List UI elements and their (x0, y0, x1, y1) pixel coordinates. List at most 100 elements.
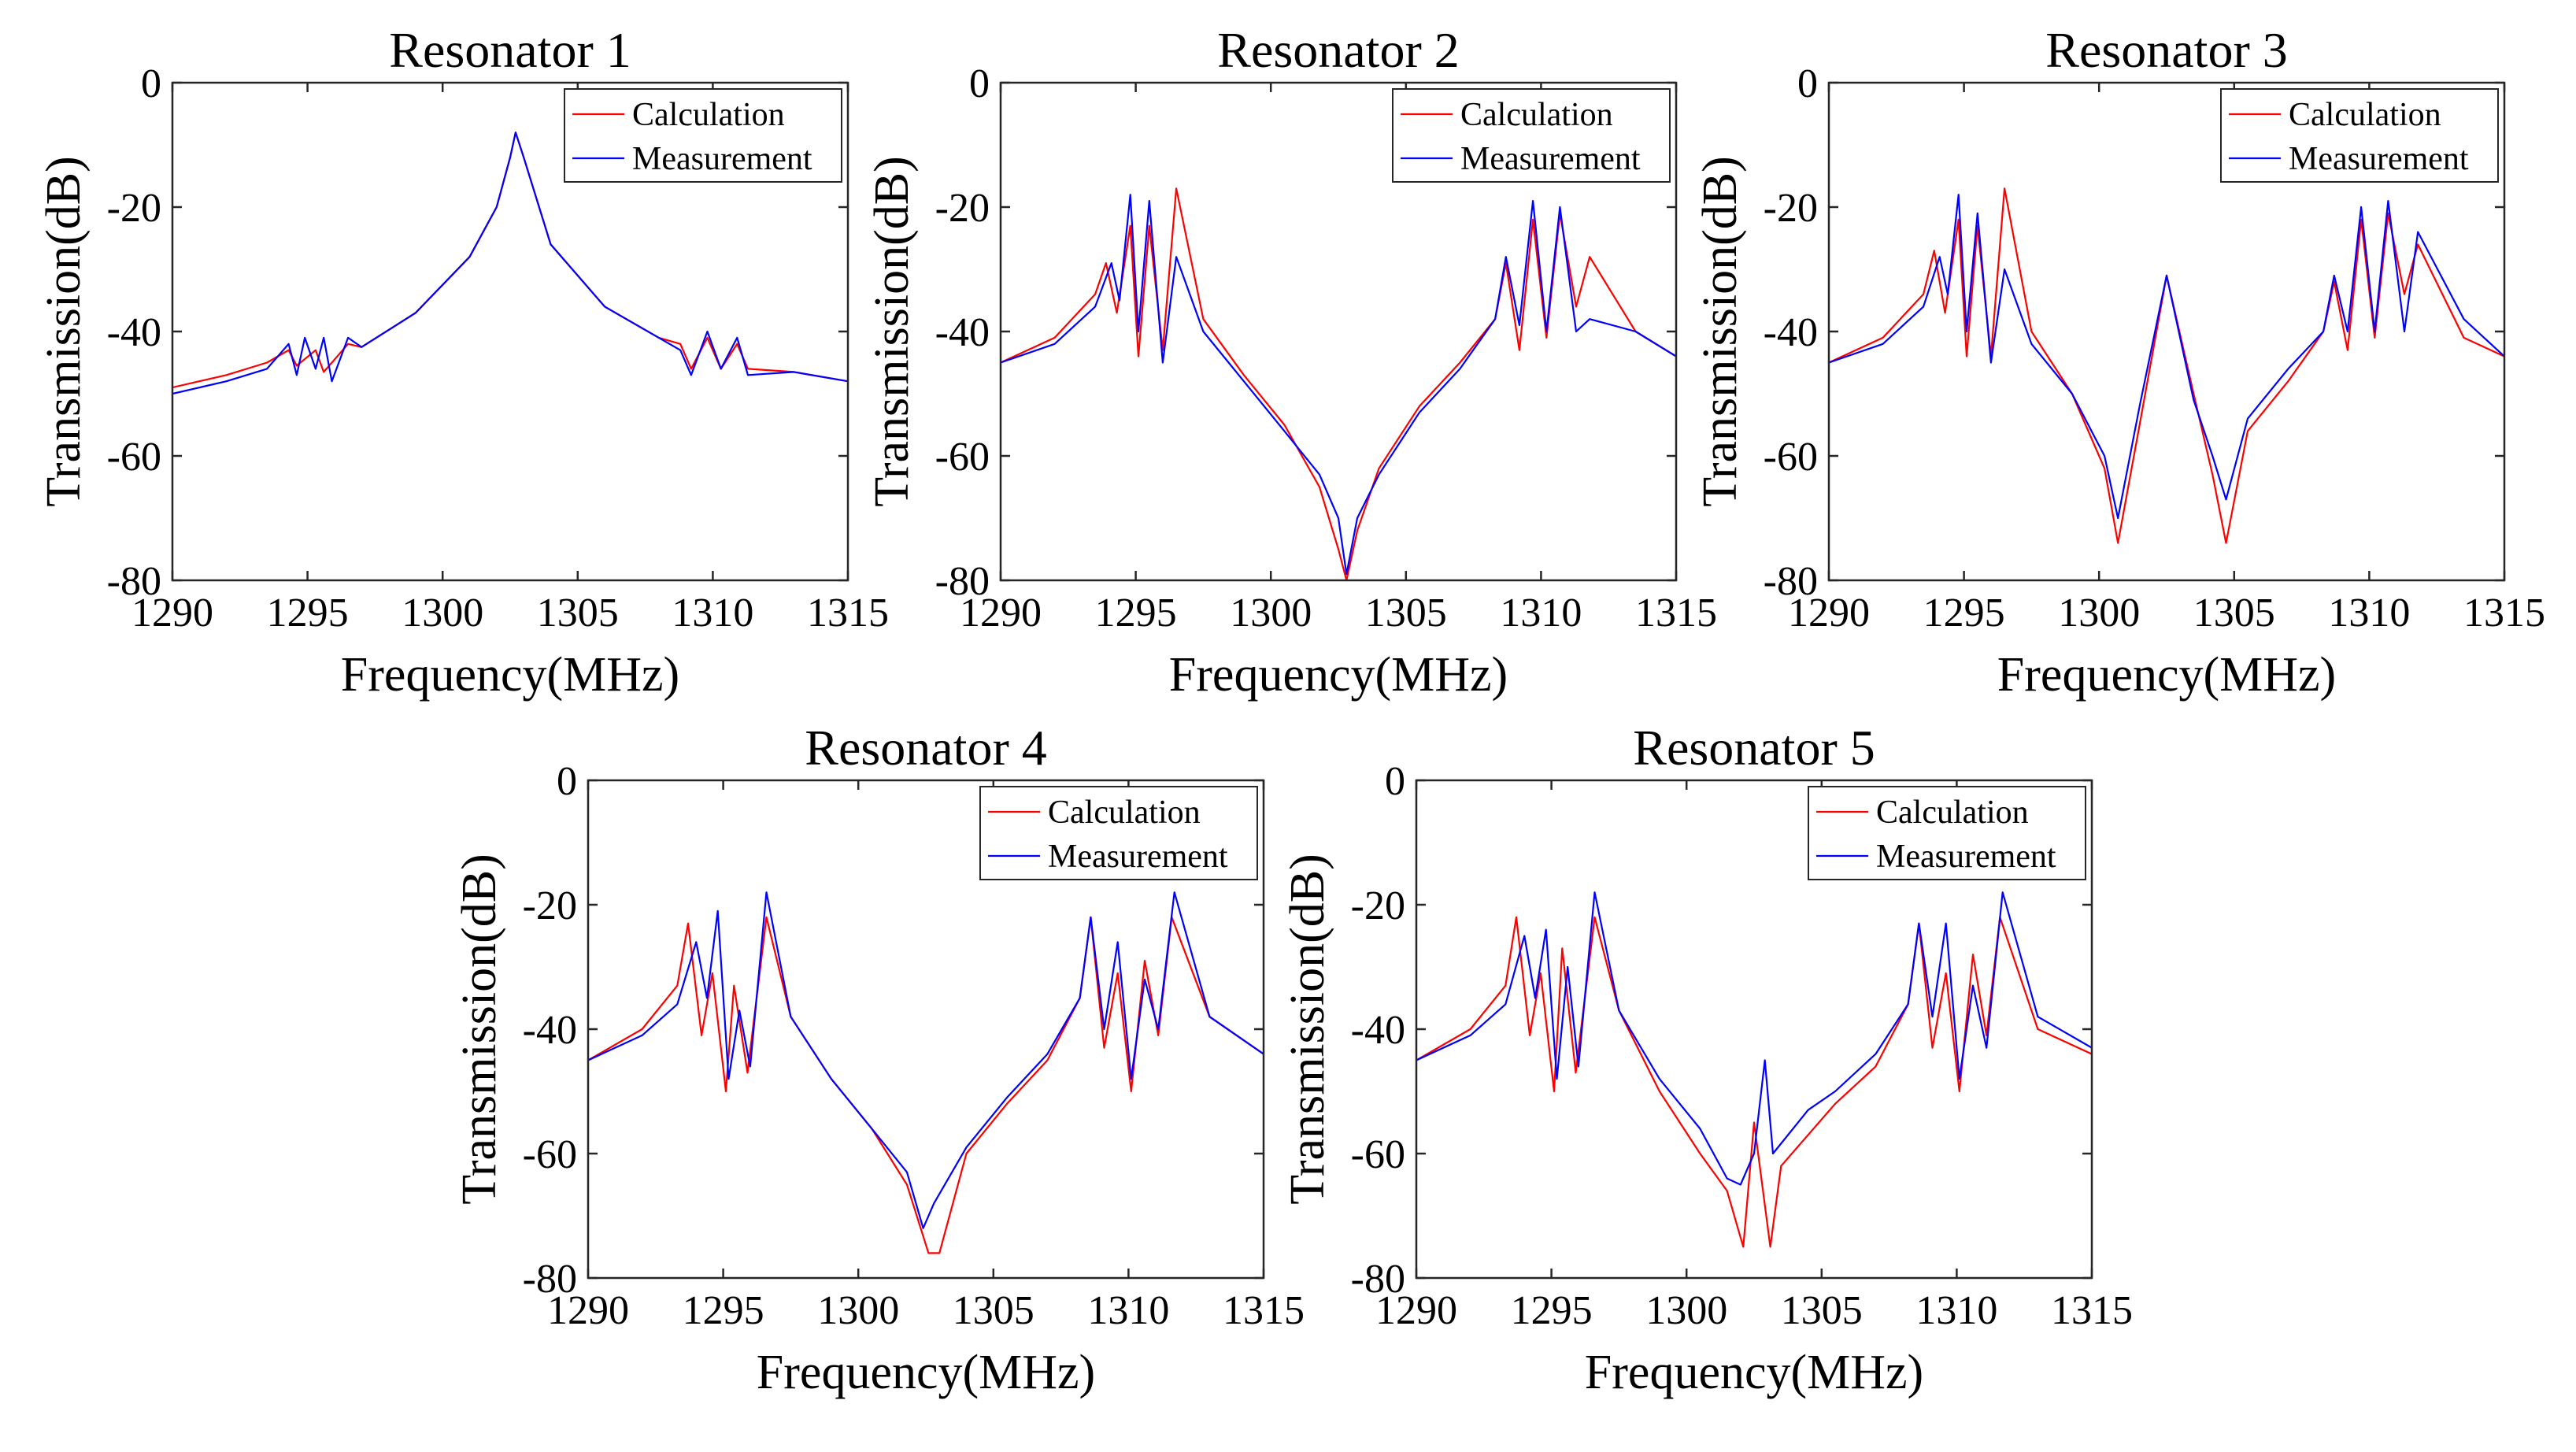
x-tick-label: 1300 (2058, 591, 2140, 635)
y-axis-label: Transmission(dB) (865, 156, 919, 507)
series-measurement-line (172, 131, 848, 395)
legend-label-measurement: Measurement (1048, 839, 1228, 875)
y-tick-label: -40 (935, 310, 990, 355)
legend: Calculation Measurement (2220, 88, 2499, 183)
x-axis-label: Frequency(MHz) (1585, 1346, 1923, 1399)
chart-panel-1: 1290 1295 1300 1305 1310 1315 0 -20 -40 -60 -80 Res… (37, 22, 889, 702)
legend: Calculation Measurement (1392, 88, 1671, 183)
y-tick-label: -60 (935, 435, 990, 480)
x-tick-label: 1315 (1223, 1288, 1305, 1333)
legend-label-measurement: Measurement (1876, 839, 2056, 875)
legend-label-calculation: Calculation (1460, 97, 1613, 133)
y-tick-label: 0 (1385, 759, 1405, 804)
x-tick-label: 1295 (267, 591, 349, 635)
x-tick-label: 1305 (1365, 591, 1447, 635)
x-axis-label: Frequency(MHz) (1169, 648, 1508, 702)
chart-panel-4: 1290 1295 1300 1305 1310 1315 0 -20 -40 -60 -80 Res… (453, 720, 1305, 1399)
x-tick-label: 1290 (547, 1288, 629, 1333)
y-tick-label: -40 (523, 1008, 577, 1053)
legend-label-calculation: Calculation (1876, 795, 2029, 831)
legend-label-calculation: Calculation (1048, 795, 1201, 831)
series-measurement-line (1416, 891, 2092, 1186)
y-tick-label: -20 (107, 186, 161, 231)
x-tick-label: 1310 (1087, 1288, 1169, 1333)
chart-panel-5: 1290 1295 1300 1305 1310 1315 0 -20 -40 -60 -80 Res… (1281, 720, 2133, 1399)
x-tick-label: 1305 (1781, 1288, 1863, 1333)
y-tick-label: -60 (1351, 1132, 1405, 1177)
x-tick-label: 1290 (131, 591, 213, 635)
series-measurement-line (1829, 194, 2504, 520)
legend-box (1808, 786, 2086, 880)
x-tick-label: 1300 (1645, 1288, 1727, 1333)
x-tick-label: 1310 (1915, 1288, 1997, 1333)
legend: Calculation Measurement (979, 786, 1258, 880)
x-tick-label: 1315 (807, 591, 889, 635)
x-axis-label: Frequency(MHz) (1997, 648, 2336, 702)
x-tick-label: 1315 (2463, 591, 2545, 635)
legend-label-calculation: Calculation (632, 97, 785, 133)
y-tick-label: 0 (557, 759, 577, 804)
series-measurement-line (1001, 194, 1676, 576)
x-tick-label: 1295 (683, 1288, 764, 1333)
series-calculation-line (1416, 916, 2092, 1248)
series-measurement-line (588, 891, 1264, 1229)
y-tick-label: -60 (523, 1132, 577, 1177)
chart-panel-2: 1290 1295 1300 1305 1310 1315 0 -20 -40 -60 -80 Res… (865, 22, 1717, 702)
y-tick-label: -80 (107, 559, 161, 604)
x-tick-label: 1300 (402, 591, 483, 635)
y-tick-label: -20 (1351, 883, 1405, 928)
legend-box (564, 88, 842, 183)
x-tick-label: 1290 (960, 591, 1042, 635)
x-tick-label: 1305 (537, 591, 619, 635)
y-axis-label: Transmission(dB) (1281, 854, 1334, 1205)
chart-title: Resonator 4 (805, 720, 1047, 776)
y-tick-label: -80 (1351, 1257, 1405, 1302)
y-tick-label: -60 (107, 435, 161, 480)
x-tick-label: 1310 (2328, 591, 2410, 635)
chart-title: Resonator 3 (2045, 22, 2288, 78)
x-tick-label: 1305 (953, 1288, 1034, 1333)
legend-label-measurement: Measurement (632, 141, 812, 177)
y-tick-label: 0 (969, 61, 990, 106)
y-tick-label: 0 (141, 61, 161, 106)
x-tick-label: 1315 (1635, 591, 1717, 635)
y-axis-label: Transmission(dB) (453, 854, 506, 1205)
x-tick-label: 1310 (672, 591, 753, 635)
y-tick-label: -80 (1764, 559, 1818, 604)
x-tick-label: 1300 (817, 1288, 899, 1333)
y-tick-label: -80 (935, 559, 990, 604)
y-tick-label: -40 (1351, 1008, 1405, 1053)
legend-label-calculation: Calculation (2289, 97, 2441, 133)
x-tick-label: 1295 (1095, 591, 1177, 635)
y-tick-label: -40 (1764, 310, 1818, 355)
y-tick-label: -20 (935, 186, 990, 231)
y-tick-label: 0 (1797, 61, 1818, 106)
chart-title: Resonator 1 (389, 22, 631, 78)
y-tick-label: -20 (523, 883, 577, 928)
legend-box (979, 786, 1258, 880)
x-tick-label: 1295 (1923, 591, 2005, 635)
x-axis-label: Frequency(MHz) (341, 648, 679, 702)
x-tick-label: 1295 (1511, 1288, 1593, 1333)
legend-box (1392, 88, 1671, 183)
chart-panel-3: 1290 1295 1300 1305 1310 1315 0 -20 -40 -60 -80 Res… (1693, 22, 2545, 702)
x-tick-label: 1300 (1230, 591, 1312, 635)
y-axis-label: Transmission(dB) (37, 156, 91, 507)
x-tick-label: 1290 (1375, 1288, 1457, 1333)
legend-label-measurement: Measurement (1460, 141, 1641, 177)
x-tick-label: 1310 (1500, 591, 1582, 635)
x-axis-label: Frequency(MHz) (757, 1346, 1095, 1399)
y-tick-label: -80 (523, 1257, 577, 1302)
legend: Calculation Measurement (564, 88, 842, 183)
x-tick-label: 1305 (2193, 591, 2275, 635)
y-tick-label: -20 (1764, 186, 1818, 231)
legend: Calculation Measurement (1808, 786, 2086, 880)
legend-box (2220, 88, 2499, 183)
chart-title: Resonator 2 (1217, 22, 1460, 78)
x-tick-label: 1315 (2051, 1288, 2133, 1333)
chart-title: Resonator 5 (1633, 720, 1875, 776)
x-tick-label: 1290 (1788, 591, 1870, 635)
y-axis-label: Transmission(dB) (1693, 156, 1747, 507)
legend-label-measurement: Measurement (2289, 141, 2469, 177)
